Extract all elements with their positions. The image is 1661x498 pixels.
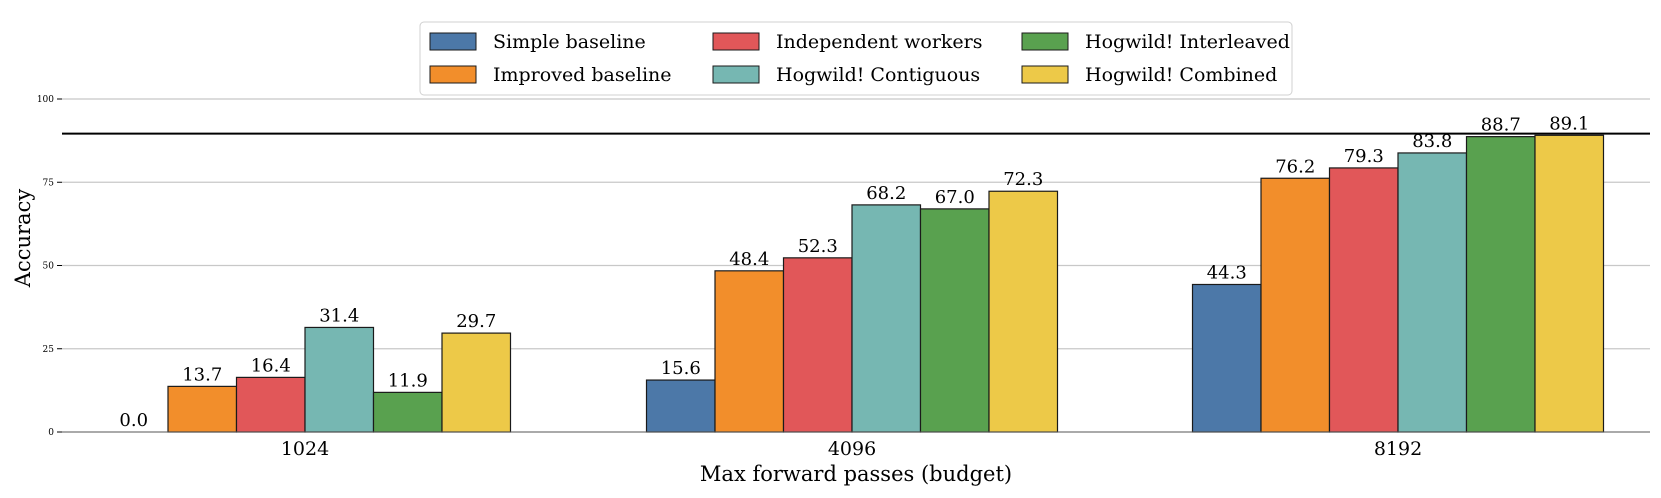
bar: [988, 190, 1059, 433]
legend-label: Hogwild! Contiguous: [776, 64, 980, 86]
legend-swatch: [712, 65, 760, 84]
data-label: 11.9: [388, 370, 428, 391]
bar: [441, 332, 512, 433]
legend-label: Hogwild! Combined: [1085, 64, 1277, 86]
data-label: 72.3: [1003, 169, 1043, 190]
bar: [1260, 177, 1331, 433]
bars: [167, 134, 1605, 433]
bar: [645, 379, 716, 433]
legend-label: Hogwild! Interleaved: [1085, 31, 1290, 53]
data-label: 44.3: [1207, 262, 1247, 283]
y-tick-label: 100: [37, 95, 54, 105]
y-tick-label: 0: [48, 428, 54, 438]
bar: [1191, 283, 1262, 433]
data-label: 67.0: [935, 187, 975, 208]
y-tick-label: 50: [43, 262, 55, 272]
x-tick-label: 1024: [281, 438, 329, 460]
data-label: 88.7: [1481, 115, 1521, 136]
x-ticks: 1024 4096 8192: [281, 438, 1422, 460]
data-label: 76.2: [1275, 156, 1315, 177]
bar: [851, 204, 922, 433]
bar: [1328, 167, 1399, 433]
legend-frame: [419, 21, 1293, 96]
y-tick-label: 25: [43, 345, 55, 355]
legend-swatch: [1021, 32, 1069, 51]
legend-label: Simple baseline: [493, 31, 646, 53]
data-label: 0.0: [119, 410, 148, 431]
data-label: 79.3: [1344, 146, 1384, 167]
bar: [919, 208, 990, 433]
legend: Simple baseline Improved baseline Independ…: [419, 21, 1293, 96]
data-label: 68.2: [866, 183, 906, 204]
data-label: 31.4: [319, 305, 359, 326]
y-axis-title: Accuracy: [11, 189, 35, 289]
legend-label: Independent workers: [776, 31, 983, 53]
legend-swatch: [429, 32, 477, 51]
data-label: 52.3: [798, 236, 838, 257]
data-label: 83.8: [1412, 131, 1452, 152]
legend-swatch: [1021, 65, 1069, 84]
bar: [714, 270, 785, 433]
legend-label: Improved baseline: [493, 64, 672, 86]
data-label: 89.1: [1549, 113, 1589, 134]
data-label: 29.7: [456, 311, 496, 332]
x-tick-label: 4096: [828, 438, 876, 460]
y-ticks: 0 25 50 75 100: [37, 95, 62, 438]
x-axis-title: Max forward passes (budget): [700, 462, 1012, 486]
data-labels: 0.0 13.7 16.4 31.4 11.9 29.7 15.6 48.4 52.3 68.2 6…: [119, 113, 1589, 431]
x-tick-label: 8192: [1374, 438, 1422, 460]
bar: [1534, 134, 1605, 433]
data-label: 15.6: [661, 358, 701, 379]
bar: [304, 326, 375, 433]
bar: [372, 391, 443, 433]
bar: [1397, 152, 1468, 433]
y-tick-label: 75: [43, 178, 55, 188]
legend-swatch: [712, 32, 760, 51]
data-label: 16.4: [251, 355, 291, 376]
bar: [167, 385, 238, 433]
legend-swatch: [429, 65, 477, 84]
bar: [782, 257, 853, 433]
data-label: 48.4: [729, 249, 769, 270]
data-label: 13.7: [182, 364, 222, 385]
bar: [235, 376, 306, 433]
bar: [1465, 136, 1536, 433]
